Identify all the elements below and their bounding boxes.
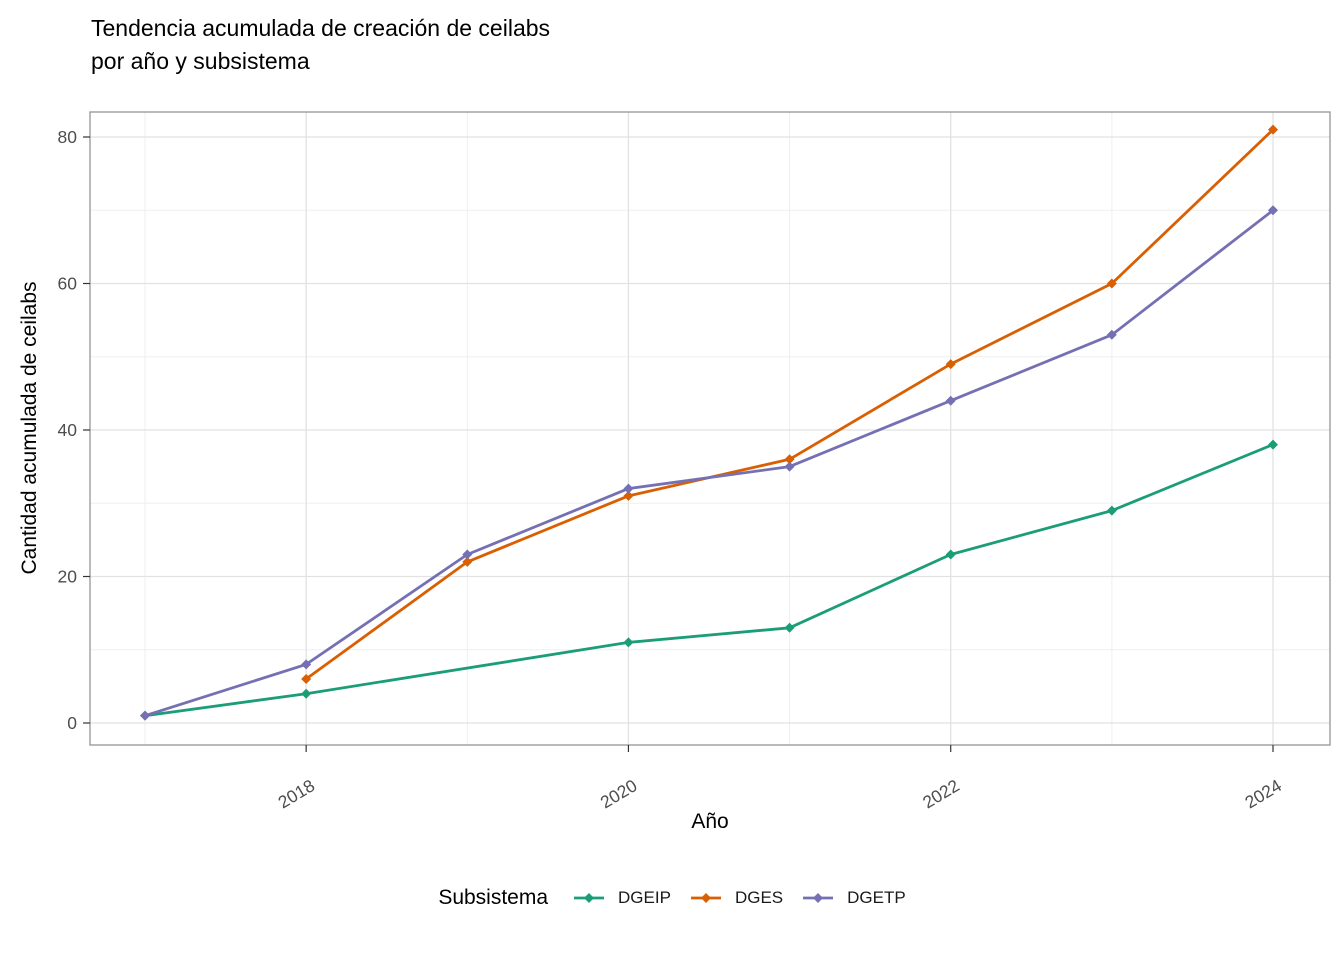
data-point-dgetp [623,483,634,494]
legend-item-dges: DGES [689,888,783,908]
legend: Subsistema DGEIP DGES DGETP [0,886,1344,910]
y-tick-label: 40 [58,420,78,440]
legend-label: DGEIP [618,888,671,907]
data-point-dgetp [301,659,312,670]
data-point-dgeip [1106,505,1117,516]
series-dges [301,124,1279,685]
legend-key-point [700,893,711,903]
data-point-dges [301,674,312,685]
legend-key-icon [574,893,605,903]
panel-border [89,111,1331,746]
legend-label: DGES [734,888,784,907]
legend-key-icon [803,893,834,903]
data-point-dgeip [945,549,956,560]
legend-key-point [584,893,595,903]
data-point-dgetp [1106,329,1117,340]
y-axis-title: Cantidad acumulada de ceilabs [18,281,41,575]
data-point-dges [1106,278,1117,289]
series-dgeip [140,439,1279,721]
data-point-dgeip [623,637,634,648]
chart-title-line-1: Tendencia acumulada de creación de ceila… [91,15,551,41]
data-point-dges [623,490,634,501]
legend-label: DGETP [847,888,906,907]
data-point-dgeip [1268,439,1279,450]
x-tick-label: 2018 [275,775,319,812]
x-tick-label: 2020 [597,775,641,812]
legend-item-dgetp: DGETP [801,888,906,908]
data-point-dges [1268,124,1279,135]
chart-title-line-2: por año y subsistema [91,48,310,74]
data-point-dgetp [784,461,795,472]
legend-title: Subsistema [438,886,549,909]
series-line-dgetp [143,208,1275,718]
y-tick-label: 0 [67,713,77,733]
data-point-dges [462,556,473,567]
legend-key-icon [690,893,721,903]
legend-item-dgeip: DGEIP [572,888,671,908]
data-point-dgetp [1268,205,1279,216]
y-tick-label: 80 [58,127,78,147]
x-axis-title: Año [691,810,729,833]
data-point-dgeip [301,688,312,699]
data-point-dges [784,454,795,465]
series-dgetp [140,205,1279,721]
y-tick-label: 20 [58,567,78,587]
series-line-dgeip [143,443,1275,718]
y-tick-label: 60 [58,274,78,294]
x-tick-label: 2022 [919,775,963,812]
plot-area: 2018 2020 2022 2024 0 20 40 60 80 [58,111,1331,812]
data-point-dges [945,359,956,370]
legend-key-point [813,893,824,903]
data-point-dgetp [140,710,150,721]
data-point-dgetp [945,395,956,406]
data-point-dgeip [784,622,795,633]
data-point-dgetp [462,549,473,560]
x-tick-label: 2024 [1241,775,1285,812]
chart-title: Tendencia acumulada de creación de ceila… [91,12,550,78]
